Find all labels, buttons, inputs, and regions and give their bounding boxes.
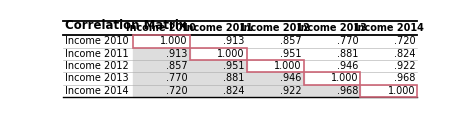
Text: Income 2013: Income 2013: [65, 73, 128, 83]
Text: .951: .951: [223, 61, 245, 71]
Text: .770: .770: [166, 73, 187, 83]
Text: .857: .857: [166, 61, 187, 71]
Text: 1.000: 1.000: [331, 73, 358, 83]
Text: Income 2012: Income 2012: [65, 61, 128, 71]
Text: .922: .922: [393, 61, 415, 71]
Text: Income 2011: Income 2011: [65, 49, 128, 59]
Text: 1.000: 1.000: [160, 36, 187, 46]
Text: .824: .824: [223, 86, 245, 96]
Text: .720: .720: [393, 36, 415, 46]
Text: Income 2010: Income 2010: [126, 23, 196, 33]
Text: Income 2014: Income 2014: [65, 86, 128, 96]
Text: Income 2012: Income 2012: [240, 23, 310, 33]
Text: Income 2010: Income 2010: [65, 36, 128, 46]
Text: .968: .968: [337, 86, 358, 96]
Text: .857: .857: [280, 36, 301, 46]
Text: .951: .951: [280, 49, 301, 59]
Text: .824: .824: [394, 49, 415, 59]
Text: .968: .968: [394, 73, 415, 83]
Text: 1.000: 1.000: [217, 49, 245, 59]
Text: .913: .913: [166, 49, 187, 59]
Text: Income 2013: Income 2013: [297, 23, 367, 33]
Text: .913: .913: [223, 36, 245, 46]
Text: .881: .881: [337, 49, 358, 59]
Text: .946: .946: [280, 73, 301, 83]
Text: .720: .720: [166, 86, 187, 96]
Text: 1.000: 1.000: [388, 86, 415, 96]
Text: Income 2011: Income 2011: [183, 23, 253, 33]
Text: .946: .946: [337, 61, 358, 71]
Text: Correlation Matrix: Correlation Matrix: [65, 19, 186, 33]
Text: 1.000: 1.000: [274, 61, 301, 71]
Text: .922: .922: [280, 86, 301, 96]
Text: Income 2014: Income 2014: [354, 23, 424, 33]
Text: .770: .770: [337, 36, 358, 46]
Text: .881: .881: [223, 73, 245, 83]
